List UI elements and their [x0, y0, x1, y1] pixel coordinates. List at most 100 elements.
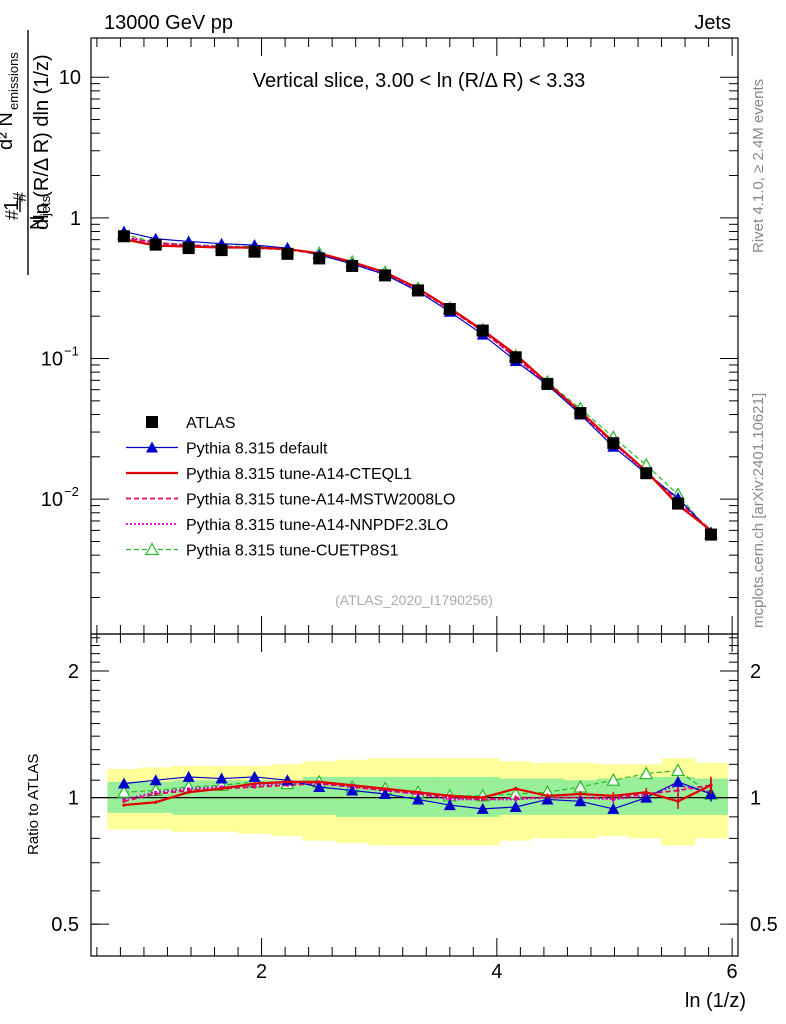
- ratio-point-default: [541, 793, 554, 805]
- data-point-atlas: [672, 497, 685, 510]
- legend-label-atlas: ATLAS: [186, 415, 236, 432]
- x-axis-label: ln (1/z): [685, 990, 746, 1012]
- series-line-nnpdf: [123, 235, 712, 534]
- ylabel-hash1: #: [2, 210, 22, 220]
- data-point-atlas: [443, 302, 456, 315]
- ratio-point-cteql1: [285, 780, 290, 784]
- main-y-axis-label: # 1 N jets d² N emissions # dln (R/Δ R) …: [0, 30, 53, 275]
- ratio-point-mstw: [676, 788, 680, 793]
- data-point-atlas: [607, 437, 620, 450]
- data-point-atlas: [412, 284, 425, 297]
- legend-marker-atlas: [146, 416, 158, 428]
- ratio-point-cteql1: [317, 780, 321, 784]
- ratio-point-cuetp8s1: [670, 763, 686, 777]
- legend: ATLAS Pythia 8.315 default Pythia 8.315 tu…: [126, 415, 455, 560]
- ratio-point-cteql1: [676, 799, 680, 803]
- ratio-point-cteql1: [545, 794, 550, 798]
- ratio-point-default: [182, 770, 195, 782]
- ratio-point-mstw: [252, 785, 257, 789]
- ratio-point-cteql1: [154, 800, 158, 804]
- ylabel-denominator: dln (R/Δ R) dln (1/z): [31, 54, 53, 230]
- ratio-point-cteql1: [383, 787, 387, 791]
- ratio-point-cteql1: [644, 790, 648, 794]
- data-point-atlas: [640, 467, 653, 480]
- data-point-atlas: [574, 406, 587, 419]
- main-y-tick-label: 10: [59, 67, 81, 89]
- analysis-watermark: (ATLAS_2020_I1790256): [335, 592, 493, 608]
- main-series: [116, 225, 718, 541]
- ratio-point-default: [215, 772, 228, 784]
- data-point-atlas: [379, 269, 392, 282]
- legend-label-cteql1: Pythia 8.315 tune-A14-CTEQL1: [186, 466, 412, 483]
- x-tick-label: 4: [491, 961, 502, 983]
- ratio-point-cteql1: [187, 790, 191, 794]
- legend-label-nnpdf: Pythia 8.315 tune-A14-NNPDF2.3LO: [186, 517, 448, 534]
- data-point-atlas: [313, 252, 326, 265]
- main-y-tick-exponent: −1: [64, 344, 79, 359]
- legend-marker-default: [146, 441, 158, 453]
- ratio-point-mstw: [122, 799, 126, 803]
- ratio-point-default: [313, 780, 326, 792]
- ratio-series: [116, 763, 718, 814]
- ratio-y-tick-label-left: 0.5: [51, 914, 79, 936]
- series-line-mstw: [123, 236, 712, 532]
- ratio-point-cteql1: [578, 792, 582, 796]
- ratio-y-axis-label: Ratio to ATLAS: [25, 754, 42, 855]
- ratio-point-cteql1: [448, 794, 452, 798]
- ylabel-hash2: #: [10, 192, 30, 202]
- ylabel-njets-sub: jets: [38, 195, 53, 217]
- legend-label-default: Pythia 8.315 default: [186, 441, 328, 458]
- ratio-y-tick-label-left: 2: [68, 661, 79, 683]
- mcplots-label: mcplots.cern.ch [arXiv:2401.10621]: [750, 393, 767, 628]
- ratio-point-default: [149, 774, 162, 786]
- ratio-point-default: [607, 802, 620, 814]
- data-point-atlas: [541, 377, 554, 390]
- ratio-point-default: [443, 799, 456, 811]
- ratio-point-default: [672, 775, 685, 787]
- energy-label: 13000 GeV pp: [104, 12, 233, 34]
- ratio-point-cteql1: [481, 796, 485, 800]
- ratio-point-mstw: [514, 796, 518, 800]
- ratio-point-default: [412, 793, 425, 805]
- data-point-atlas: [149, 238, 162, 251]
- legend-marker-cuetp8s1: [144, 542, 160, 556]
- data-point-atlas: [509, 351, 522, 364]
- main-y-tick-exponent: −2: [64, 484, 79, 499]
- ylabel-njets: N: [27, 216, 49, 230]
- ratio-point-default: [640, 791, 653, 803]
- ratio-point-default: [509, 800, 522, 812]
- ratio-y-tick-label-right: 0.5: [750, 914, 778, 936]
- ratio-point-cuetp8s1: [606, 772, 621, 786]
- x-tick-label: 6: [727, 961, 738, 983]
- ratio-y-tick-label-right: 1: [750, 788, 761, 810]
- data-point-atlas: [182, 242, 195, 255]
- ylabel-numerator: d² N: [0, 112, 17, 150]
- data-point-atlas: [215, 244, 228, 257]
- ratio-point-cteql1: [514, 787, 518, 791]
- ratio-y-tick-label-right: 2: [750, 661, 761, 683]
- x-tick-label: 2: [256, 961, 267, 983]
- ratio-point-default: [117, 777, 130, 789]
- main-y-tick-label: 10: [41, 489, 63, 511]
- ratio-point-default: [379, 787, 392, 799]
- category-label: Jets: [694, 12, 731, 34]
- ratio-point-cteql1: [350, 783, 354, 787]
- ratio-point-cteql1: [219, 787, 224, 791]
- data-point-atlas: [281, 247, 294, 260]
- ratio-point-cteql1: [252, 781, 257, 786]
- ratio-point-mstw: [154, 792, 158, 796]
- data-point-atlas: [117, 230, 130, 243]
- ratio-point-default: [574, 795, 587, 807]
- legend-label-cuetp8s1: Pythia 8.315 tune-CUETP8S1: [186, 543, 399, 560]
- data-point-atlas: [704, 528, 717, 541]
- ratio-point-cuetp8s1: [116, 784, 131, 798]
- series-line-cuetp8s1: [123, 233, 712, 534]
- main-y-tick-label: 1: [70, 208, 81, 230]
- ratio-point-cteql1: [611, 794, 615, 798]
- ratio-point-default: [248, 770, 261, 782]
- rivet-label: Rivet 4.1.0, ≥ 2.4M events: [750, 79, 767, 253]
- ylabel-numerator-sub: emissions: [6, 52, 21, 110]
- ratio-point-default: [346, 784, 359, 796]
- legend-label-mstw: Pythia 8.315 tune-A14-MSTW2008LO: [186, 492, 455, 509]
